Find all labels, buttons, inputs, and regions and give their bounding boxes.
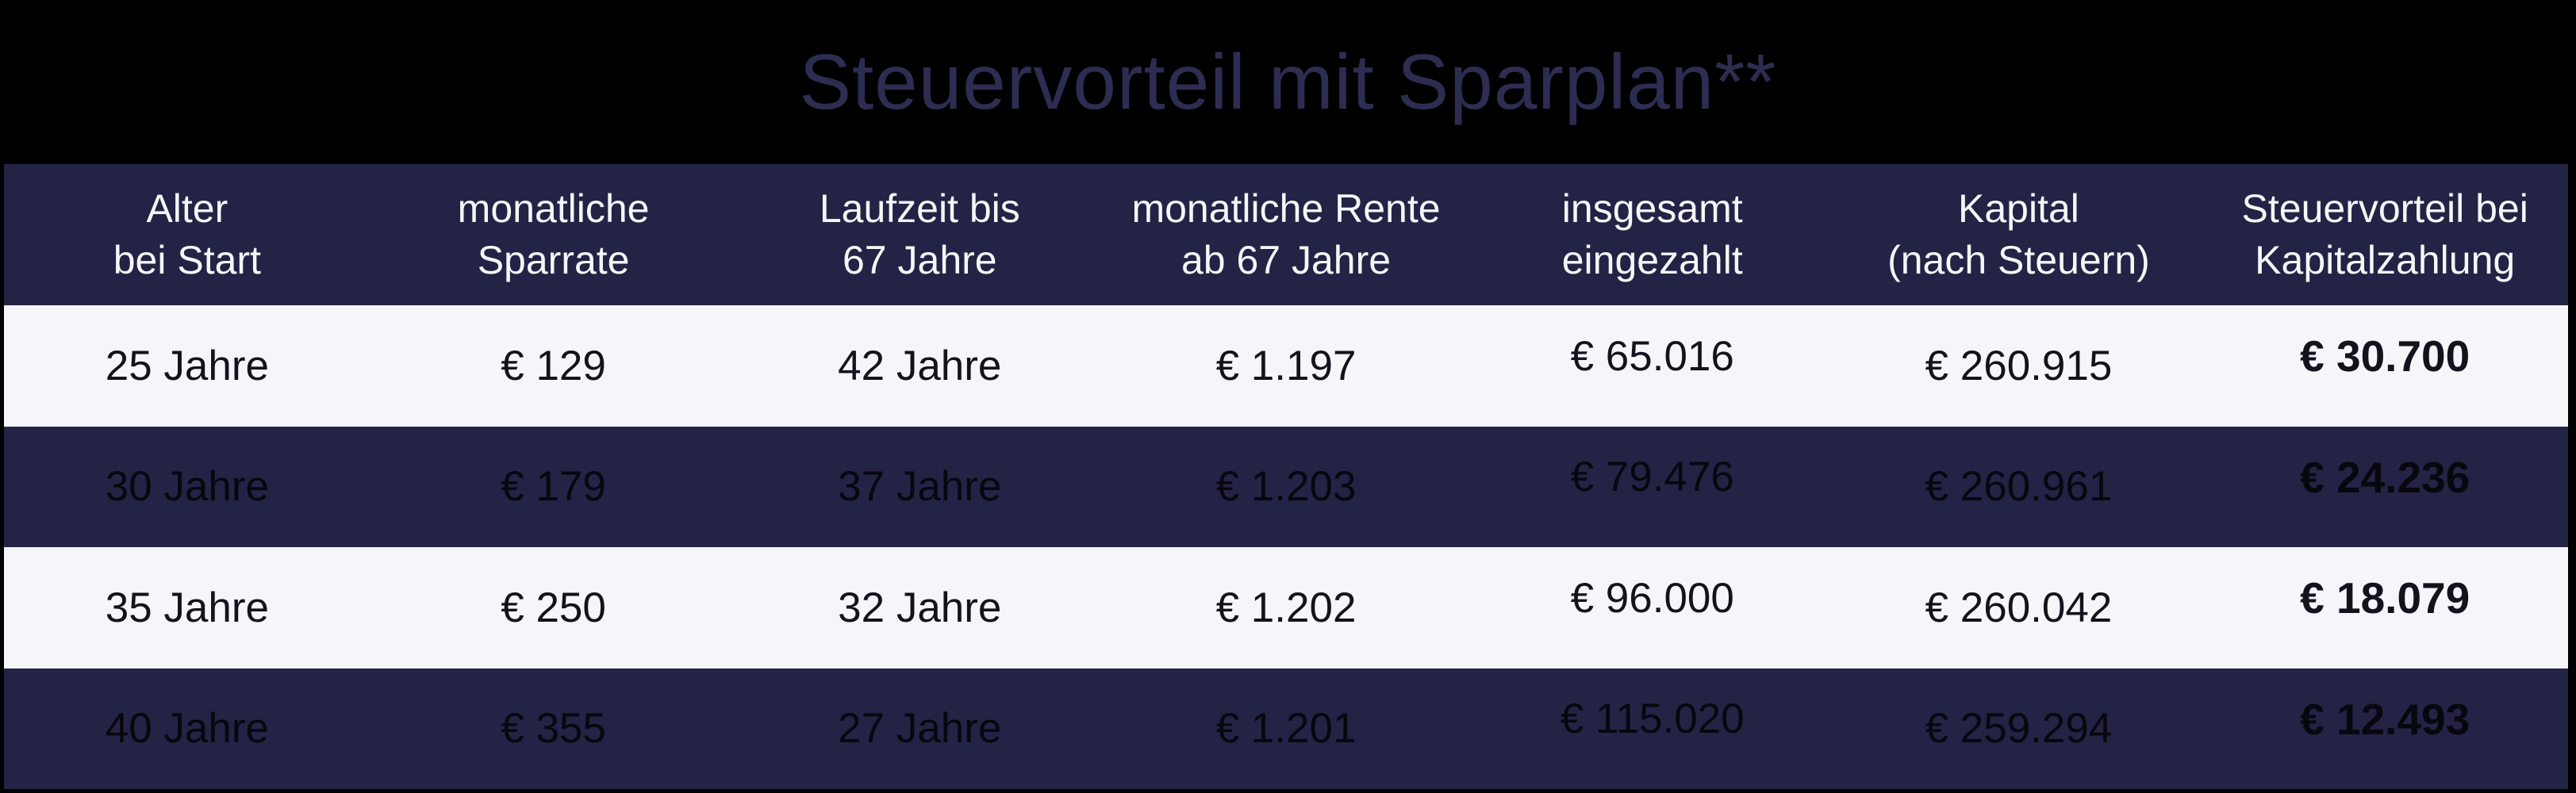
table-cell: € 12.493: [2300, 694, 2470, 744]
col-header-alter-bei-start: Alter bei Start: [4, 164, 370, 305]
table-cell: € 79.476: [1570, 454, 1734, 501]
col-header-line: 67 Jahre: [843, 238, 997, 282]
table-cell: € 24.236: [2300, 452, 2470, 502]
table-row-35-jahre: 35 Jahre € 250 32 Jahre € 1.202 € 96.000…: [4, 547, 2568, 668]
table-cell: € 1.203: [1215, 463, 1357, 511]
table-cell: € 1.197: [1215, 342, 1357, 389]
col-header-line: insgesamt: [1561, 186, 1743, 231]
table-row-40-jahre: 40 Jahre € 355 27 Jahre € 1.201 € 115.02…: [4, 668, 2568, 789]
table-row-30-jahre: 30 Jahre € 179 37 Jahre € 1.203 € 79.476…: [4, 426, 2568, 547]
table-row-25-jahre: 25 Jahre € 129 42 Jahre € 1.197 € 65.016…: [4, 305, 2568, 427]
table-cell: € 96.000: [1570, 574, 1734, 622]
table-cell: € 129: [501, 342, 606, 389]
page-title: Steuervorteil mit Sparplan**: [799, 38, 1777, 125]
table-cell: € 179: [501, 463, 606, 511]
table-cell: € 355: [501, 705, 606, 753]
col-header-line: Kapital: [1958, 186, 2079, 231]
table-cell: 32 Jahre: [838, 584, 1002, 631]
col-header-line: (nach Steuern): [1887, 238, 2150, 282]
col-header-insgesamt-eingezahlt: insgesamt eingezahlt: [1469, 164, 1836, 305]
table-cell: € 30.700: [2300, 331, 2470, 381]
col-header-kapital-nach-steuern: Kapital (nach Steuern): [1836, 164, 2202, 305]
table-cell: € 1.202: [1215, 584, 1357, 631]
col-header-line: Kapitalzahlung: [2255, 238, 2516, 282]
table-cell: € 260.915: [1925, 342, 2113, 389]
table-cell: 35 Jahre: [105, 584, 269, 631]
table-cell: € 115.020: [1560, 695, 1745, 743]
table-cell: 30 Jahre: [105, 463, 269, 511]
table-cell: 42 Jahre: [838, 342, 1002, 389]
col-header-line: ab 67 Jahre: [1181, 238, 1392, 282]
table-cell: € 18.079: [2300, 573, 2470, 623]
col-header-laufzeit: Laufzeit bis 67 Jahre: [736, 164, 1103, 305]
col-header-line: Laufzeit bis: [819, 186, 1020, 231]
sparplan-table: Alter bei Start monatliche Sparrate Lauf…: [4, 164, 2568, 789]
col-header-line: eingezahlt: [1561, 238, 1743, 282]
table-cell: 25 Jahre: [105, 342, 269, 389]
table-cell: € 1.201: [1215, 705, 1357, 753]
col-header-monatliche-rente: monatliche Rente ab 67 Jahre: [1103, 164, 1469, 305]
table-cell: 27 Jahre: [838, 705, 1002, 753]
table-cell: € 260.961: [1925, 463, 2113, 511]
col-header-line: monatliche Rente: [1131, 186, 1441, 231]
col-header-line: Steuervorteil bei: [2241, 186, 2528, 231]
table-cell: € 65.016: [1570, 332, 1734, 380]
table-cell: 40 Jahre: [105, 705, 269, 753]
col-header-line: Sparrate: [477, 238, 630, 282]
col-header-line: bei Start: [113, 238, 261, 282]
col-header-line: Alter: [146, 186, 228, 231]
col-header-line: monatliche: [457, 186, 650, 231]
title-band: Steuervorteil mit Sparplan**: [0, 0, 2576, 164]
table-cell: 37 Jahre: [838, 463, 1002, 511]
table-cell: € 259.294: [1925, 705, 2113, 753]
table-cell: € 260.042: [1925, 584, 2113, 631]
table-header-row: Alter bei Start monatliche Sparrate Lauf…: [4, 164, 2568, 305]
col-header-steuervorteil: Steuervorteil bei Kapitalzahlung: [2202, 164, 2568, 305]
table-cell: € 250: [501, 584, 606, 631]
col-header-monatliche-sparrate: monatliche Sparrate: [370, 164, 737, 305]
